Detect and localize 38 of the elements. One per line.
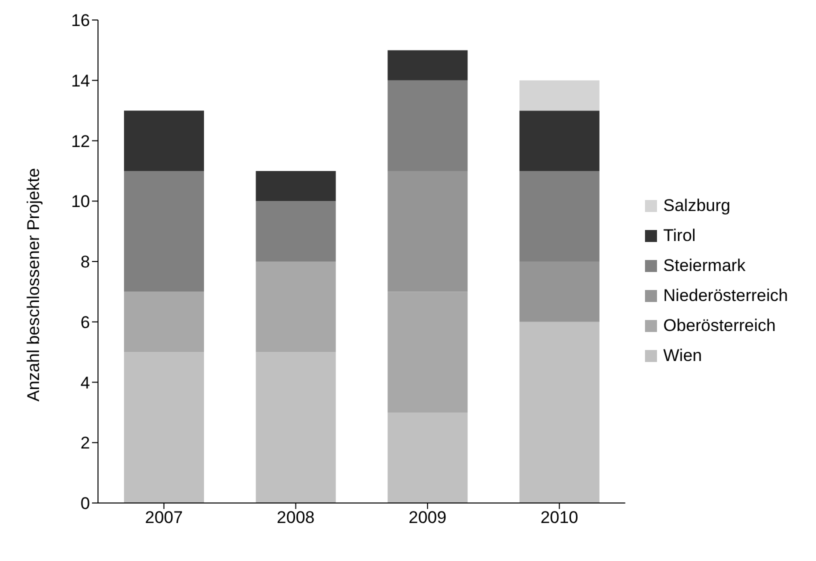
bar	[256, 352, 336, 503]
y-tick-label: 2	[80, 434, 90, 453]
x-tick-label: 2008	[276, 508, 315, 528]
y-tick-label: 8	[80, 252, 90, 272]
y-tick-label: 12	[71, 132, 90, 151]
bar	[124, 292, 204, 352]
y-tick-label: 4	[80, 373, 90, 392]
x-tick-label: 2007	[144, 508, 183, 528]
x-tick-label: 2009	[408, 508, 446, 528]
bar	[256, 170, 336, 202]
y-tick-label: 14	[71, 71, 90, 90]
bar	[388, 80, 468, 171]
bar	[519, 110, 600, 171]
bar	[519, 262, 600, 322]
legend-label: Steiermark	[663, 256, 746, 276]
x-tick-label: 2010	[540, 508, 578, 528]
y-tick-label: 0	[80, 494, 90, 514]
bar	[519, 322, 600, 503]
bar	[124, 352, 204, 503]
bar	[519, 80, 600, 111]
bar	[388, 50, 468, 80]
legend-label: Tirol	[663, 226, 696, 246]
legend-label: Oberösterreich	[663, 316, 776, 336]
bar	[256, 201, 336, 262]
y-tick-label: 16	[71, 11, 90, 30]
y-tick-label: 10	[71, 192, 90, 212]
bar	[256, 262, 336, 352]
legend-label: Wien	[663, 346, 702, 366]
y-axis-title: Anzahl beschlossener Projekte	[24, 168, 44, 402]
legend-label: Niederösterreich	[663, 286, 788, 306]
bar	[519, 170, 600, 262]
bar	[388, 170, 468, 292]
legend-label: Salzburg	[663, 196, 730, 216]
y-tick-label: 6	[80, 312, 90, 332]
bar	[124, 170, 204, 292]
bar	[124, 110, 204, 171]
bar	[388, 292, 468, 412]
bar	[388, 412, 468, 503]
